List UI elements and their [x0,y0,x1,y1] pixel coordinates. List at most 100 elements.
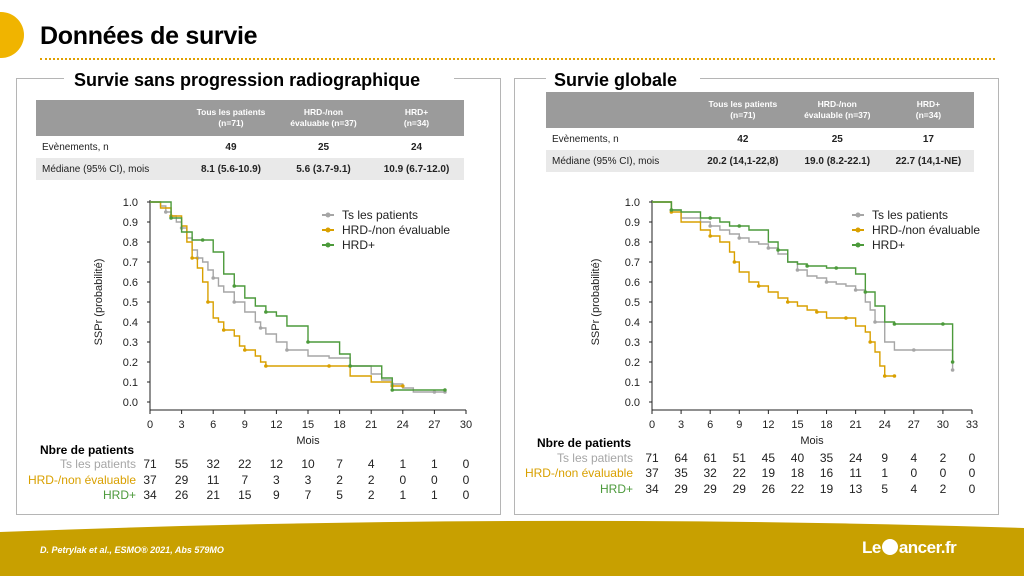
pfs-risk-value: 10 [301,457,315,471]
pfs-table-header [36,100,184,136]
os-x-tick-label: 12 [762,419,774,431]
pfs-risk-value: 2 [336,473,343,487]
os-table-header: HRD+ (n=34) [882,92,974,128]
os-risk-value: 19 [762,466,776,480]
panel-os-border-left [514,78,546,79]
os-risk-value: 24 [849,451,863,465]
os-risk-row-label: Ts les patients [557,451,633,465]
pfs-y-tick-label: 0.1 [123,377,138,389]
pfs-risk-value: 12 [270,457,284,471]
header-line: évaluable (n=37) [290,118,357,128]
page-title: Données de survie [40,22,258,50]
os-risk-value: 0 [969,451,976,465]
pfs-risk-value: 0 [463,457,470,471]
os-risk-value: 18 [791,466,805,480]
pfs-risk-row-label: HRD+ [103,488,136,502]
header-line: (n=34) [403,118,430,128]
pfs-censor-mark [306,340,310,344]
os-legend-label: Ts les patients [872,208,948,222]
table-cell: 8.1 (5.6-10.9) [184,158,278,180]
os-censor-mark [708,224,712,228]
os-x-tick-label: 15 [791,419,803,431]
pfs-risk-value: 15 [238,488,252,502]
os-risk-value: 4 [910,482,917,496]
pfs-censor-mark [264,364,268,368]
footer-citation: D. Petrylak et al., ESMO® 2021, Abs 579M… [40,545,224,555]
header-line: Tous les patients [196,107,266,117]
os-y-tick-label: 0.1 [625,377,640,389]
pfs-risk-value: 7 [336,457,343,471]
os-risk-value: 61 [704,451,718,465]
logo-c-icon [881,539,898,555]
os-x-tick-label: 0 [649,419,655,431]
os-risk-row-label: HRD+ [600,482,633,496]
pfs-risk-value: 37 [143,473,157,487]
pfs-y-axis-title: SSPr (probabilité) [93,259,105,346]
pfs-x-tick-label: 12 [270,419,282,431]
pfs-risk-value: 29 [175,473,189,487]
os-risk-value: 13 [849,482,863,496]
pfs-censor-mark [200,238,205,242]
pfs-x-tick-label: 0 [147,419,153,431]
os-risk-value: 2 [940,482,947,496]
pfs-risk-value: 7 [305,488,312,502]
table-cell: 10.9 (6.7-12.0) [369,158,464,180]
os-censor-mark [834,266,839,270]
pfs-risk-row-label: HRD-/non évaluable [28,473,136,487]
os-censor-mark [737,236,742,240]
os-risk-title: Nbre de patients [537,436,631,450]
pfs-censor-mark [232,300,237,304]
pfs-risk-value: 22 [238,457,252,471]
pfs-x-tick-label: 6 [210,419,216,431]
os-x-tick-label: 9 [736,419,742,431]
pfs-table-header: HRD-/non évaluable (n=37) [277,100,370,136]
pfs-x-axis-title: Mois [296,435,320,447]
pfs-y-tick-label: 0.8 [123,237,138,249]
table-cell: Médiane (95% CI), mois [36,158,184,180]
pfs-x-tick-label: 9 [242,419,248,431]
pfs-risk-value: 0 [463,488,470,502]
footer-band [0,520,1024,576]
pfs-table-header: HRD+ (n=34) [369,100,464,136]
os-y-tick-label: 0.0 [625,397,640,409]
logo-text-left: Le [862,538,881,557]
pfs-risk-value: 2 [368,488,375,502]
os-y-tick-label: 0.7 [625,257,640,269]
os-censor-mark [912,348,916,352]
pfs-x-tick-label: 3 [179,419,185,431]
pfs-legend-label: Ts les patients [342,208,418,222]
table-cell: 24 [369,136,464,158]
pfs-censor-mark [221,328,226,332]
panel-pfs-border-right [454,78,500,79]
pfs-risk-value: 5 [336,488,343,502]
os-y-tick-label: 0.4 [625,317,640,329]
pfs-y-tick-label: 0.4 [123,317,138,329]
os-censor-mark [873,320,877,324]
pfs-risk-value: 0 [463,473,470,487]
table-cell: 42 [694,128,792,150]
pfs-x-tick-label: 15 [302,419,314,431]
pfs-censor-mark [164,210,168,214]
pfs-censor-mark [211,276,215,280]
panel-os-title: Survie globale [554,70,678,91]
pfs-risk-value: 55 [175,457,189,471]
table-cell: 5.6 (3.7-9.1) [277,158,370,180]
pfs-risk-value: 2 [368,473,375,487]
os-risk-value: 2 [940,451,947,465]
os-risk-value: 19 [820,482,834,496]
os-legend-marker [855,227,861,233]
pfs-x-tick-label: 18 [333,419,345,431]
table-cell: Médiane (95% CI), mois [546,150,694,172]
panel-os-border-right [700,78,998,79]
os-risk-value: 37 [645,466,659,480]
os-risk-value: 0 [969,466,976,480]
pfs-censor-mark [264,310,268,314]
pfs-censor-mark [232,284,237,288]
os-table-header: HRD-/non évaluable (n=37) [791,92,883,128]
title-divider [40,58,995,60]
pfs-censor-mark [443,388,447,392]
header-line: (n=34) [915,110,942,120]
pfs-risk-value: 1 [431,457,438,471]
pfs-censor-mark [169,216,173,220]
